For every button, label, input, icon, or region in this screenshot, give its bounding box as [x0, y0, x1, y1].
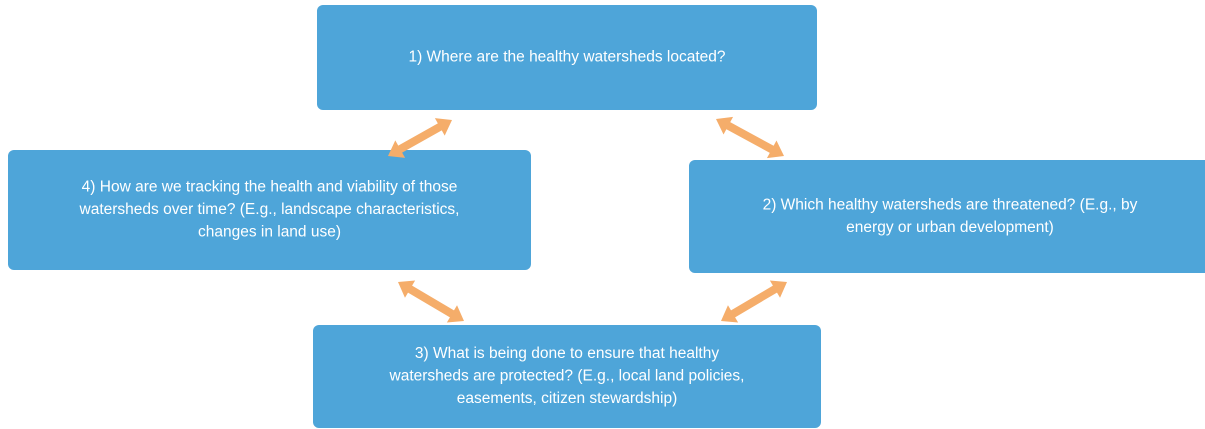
double-arrow	[721, 280, 787, 323]
box-text: 1) Where are the healthy watersheds loca…	[408, 49, 725, 66]
box-text: 4) How are we tracking the health and vi…	[82, 179, 458, 196]
box	[8, 150, 531, 270]
box	[317, 5, 817, 110]
double-arrow	[716, 116, 784, 159]
box-text: watersheds are protected? (E.g., local l…	[389, 368, 745, 385]
box-text: 2) Which healthy watersheds are threaten…	[763, 196, 1138, 213]
box	[313, 325, 821, 428]
double-arrow	[388, 118, 452, 158]
box-text: easements, citizen stewardship)	[457, 390, 678, 407]
box-text: energy or urban development)	[846, 219, 1054, 236]
double-arrow	[398, 280, 464, 323]
box-text: changes in land use)	[198, 224, 341, 241]
box-text: 3) What is being done to ensure that hea…	[415, 345, 719, 362]
box	[689, 160, 1205, 273]
box-text: watersheds over time? (E.g., landscape c…	[79, 201, 460, 218]
